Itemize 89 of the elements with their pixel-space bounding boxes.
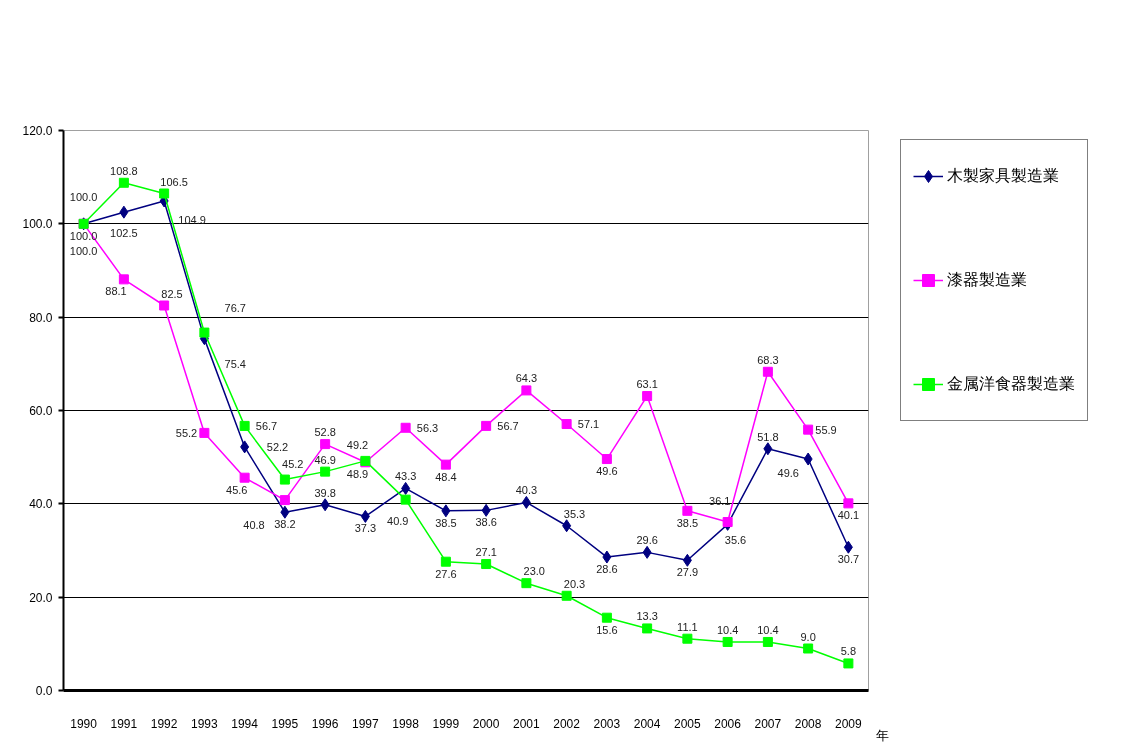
data-label: 38.5 <box>676 516 699 529</box>
y-tick-label: 80.0 <box>29 310 53 325</box>
data-label: 40.3 <box>515 484 538 497</box>
data-label: 5.8 <box>840 645 857 658</box>
x-tick-label: 2000 <box>472 716 500 731</box>
x-tick-label: 2005 <box>674 716 702 731</box>
y-tick-label: 120.0 <box>22 124 53 138</box>
x-tick-label: 1997 <box>352 716 380 731</box>
data-label: 35.6 <box>724 534 747 547</box>
data-label: 10.4 <box>757 623 779 636</box>
x-tick-label: 1998 <box>392 716 420 731</box>
data-label: 52.8 <box>314 426 336 439</box>
data-label: 40.1 <box>837 509 860 522</box>
x-tick-label: 2002 <box>553 716 581 731</box>
data-label: 40.9 <box>387 514 409 527</box>
y-tick-label: 0.0 <box>35 684 53 698</box>
y-tick-label: 100.0 <box>22 217 53 232</box>
data-label: 23.0 <box>523 565 545 578</box>
x-tick-label: 1999 <box>432 716 460 731</box>
data-label: 48.4 <box>435 470 457 483</box>
data-label: 56.7 <box>255 419 278 432</box>
data-label: 82.5 <box>161 287 183 300</box>
data-label: 9.0 <box>800 630 816 643</box>
data-label: 56.3 <box>416 421 439 434</box>
legend-label: 金属洋食器製造業 <box>947 373 1075 394</box>
x-tick-label: 1996 <box>311 716 339 731</box>
data-label: 40.8 <box>243 519 265 532</box>
x-tick-label: 1995 <box>271 716 299 731</box>
data-label: 27.6 <box>435 567 457 580</box>
data-label: 10.4 <box>716 623 739 636</box>
x-tick-label: 2007 <box>754 716 782 731</box>
legend-label: 木製家具製造業 <box>947 165 1059 186</box>
data-label: 52.2 <box>266 440 289 453</box>
data-label: 49.6 <box>596 465 618 478</box>
data-label: 57.1 <box>577 418 600 431</box>
data-label: 45.6 <box>226 483 248 496</box>
x-tick-label: 1990 <box>70 716 98 731</box>
y-tick-label: 60.0 <box>29 404 53 418</box>
data-label: 68.3 <box>757 353 779 366</box>
data-label: 63.1 <box>636 378 658 391</box>
data-label: 35.3 <box>563 507 586 520</box>
data-label: 51.8 <box>757 430 779 443</box>
x-tick-label: 1993 <box>191 716 219 731</box>
x-tick-label: 2008 <box>794 716 822 731</box>
y-tick-label: 20.0 <box>29 590 53 605</box>
data-label: 100.0 <box>69 190 98 203</box>
x-tick-label: 1992 <box>150 716 178 731</box>
data-label: 38.5 <box>435 516 457 529</box>
data-label: 39.8 <box>314 486 336 499</box>
data-label: 29.6 <box>636 534 658 547</box>
data-label: 46.9 <box>314 453 336 466</box>
x-tick-label: 2009 <box>835 716 863 731</box>
y-tick-label: 40.0 <box>29 497 53 512</box>
data-label: 102.5 <box>110 227 138 240</box>
x-axis-title: 年 <box>875 727 889 743</box>
data-label: 38.2 <box>274 518 296 531</box>
data-label: 104.9 <box>178 213 206 226</box>
data-label: 76.7 <box>224 301 246 314</box>
data-label: 106.5 <box>160 175 188 188</box>
data-label: 88.1 <box>105 285 127 298</box>
x-tick-label: 2001 <box>513 716 541 731</box>
x-tick-label: 1991 <box>110 716 138 731</box>
data-label: 48.9 <box>346 468 369 481</box>
data-label: 13.3 <box>636 610 658 623</box>
data-label: 55.9 <box>815 423 837 436</box>
data-label: 30.7 <box>837 553 860 566</box>
data-label: 75.4 <box>224 357 246 370</box>
data-label: 43.3 <box>394 470 417 483</box>
data-label: 49.2 <box>346 438 369 451</box>
data-label: 11.1 <box>677 620 698 633</box>
legend-label: 漆器製造業 <box>947 269 1027 290</box>
data-label: 45.2 <box>282 457 304 470</box>
data-label: 15.6 <box>596 623 618 636</box>
data-label: 49.6 <box>777 467 799 480</box>
data-label: 38.6 <box>475 516 497 529</box>
x-tick-label: 2004 <box>633 716 661 731</box>
x-tick-label: 2003 <box>593 716 621 731</box>
data-label: 20.3 <box>563 577 586 590</box>
data-label: 64.3 <box>515 372 538 385</box>
data-label: 56.7 <box>497 419 519 432</box>
data-label: 108.8 <box>110 164 138 177</box>
data-label: 100.0 <box>69 244 98 257</box>
data-label: 37.3 <box>354 522 377 535</box>
data-label: 27.1 <box>475 546 497 559</box>
data-label: 55.2 <box>175 426 198 439</box>
data-label: 27.9 <box>676 566 699 579</box>
x-tick-label: 2006 <box>714 716 742 731</box>
x-tick-label: 1994 <box>231 716 259 731</box>
data-label: 28.6 <box>596 563 618 576</box>
